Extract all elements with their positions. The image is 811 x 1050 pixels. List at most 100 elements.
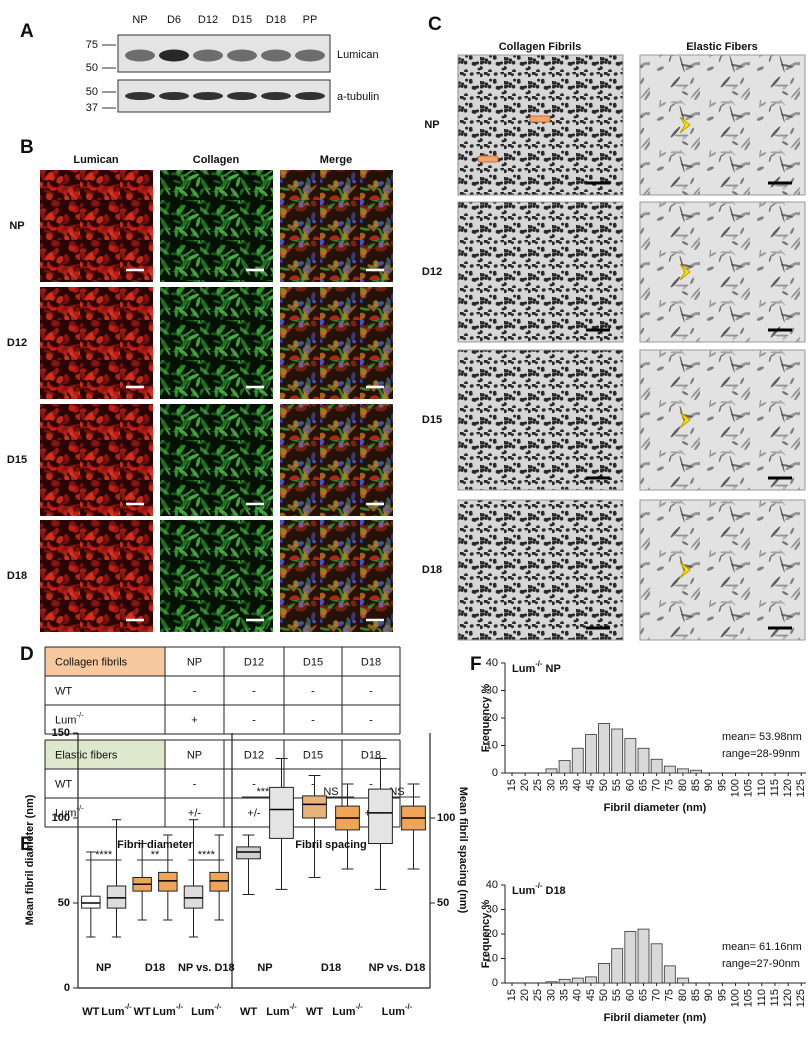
table-cell: D12 (244, 656, 264, 668)
y-axis-label: Frequency % (480, 900, 492, 969)
table-cell: - (252, 778, 256, 790)
y-tick-label: 40 (486, 879, 498, 891)
micrograph (457, 201, 624, 343)
panel-label: D (20, 644, 34, 665)
box (158, 871, 178, 892)
significance-label: **** (198, 849, 216, 861)
x-tick-label: 115 (769, 779, 781, 797)
table-cell: - (369, 778, 373, 790)
x-tick-label: 105 (743, 989, 755, 1007)
table-cell: NP (187, 656, 202, 668)
annotation: range=28-99nm (722, 748, 800, 760)
table-cell: - (311, 685, 315, 697)
arrowhead (679, 116, 691, 134)
bar (637, 928, 650, 984)
row-label: D12 (7, 337, 27, 349)
micrograph (639, 349, 806, 491)
x-tick-label: Lum-/- (191, 1002, 222, 1018)
text-base: Lum (101, 1006, 124, 1018)
x-tick-label: WT (134, 1006, 151, 1018)
micrograph (40, 520, 153, 632)
lane-label: PP (303, 14, 318, 26)
x-tick-label: Lum-/- (332, 1002, 363, 1018)
x-tick-label: 65 (637, 989, 649, 1001)
lane-label: D12 (198, 14, 218, 26)
table-cell: WT (55, 778, 72, 790)
table-cell: D18 (361, 656, 381, 668)
bar (637, 747, 650, 774)
bar (545, 981, 558, 984)
bar (545, 768, 558, 774)
significance-label: NS (389, 786, 404, 798)
text-base: Lum (191, 1006, 214, 1018)
box (269, 786, 294, 839)
y2-axis-label: Mean fibril spacing (nm) (457, 787, 469, 914)
protein-label: Lumican (337, 49, 379, 61)
significance-label: NS (323, 786, 338, 798)
annotation: mean= 53.98nm (722, 731, 802, 743)
y-tick-label: 150 (52, 727, 70, 739)
panel-label: E (20, 834, 33, 855)
text-superscript: -/- (124, 1002, 132, 1011)
text-superscript: -/- (405, 1002, 413, 1011)
column-title: Elastic Fibers (686, 41, 758, 53)
bar (558, 978, 571, 984)
bar (650, 943, 663, 984)
x-tick-label: 30 (545, 779, 557, 791)
x-tick-label: 25 (532, 989, 544, 1001)
header-cell (45, 740, 165, 769)
y-tick-label: 20 (486, 928, 498, 940)
text-suffix: NP (546, 663, 561, 675)
x-tick-label: 30 (545, 989, 557, 1001)
text-base: Lum (153, 1006, 176, 1018)
micrograph (40, 287, 153, 399)
text-superscript: -/- (176, 1002, 184, 1011)
x-tick-label: 120 (782, 989, 794, 1007)
blot-band (261, 49, 291, 62)
table-cell: D15 (303, 656, 323, 668)
protein-label: a-tubulin (337, 91, 379, 103)
bar (663, 965, 676, 984)
group-label: NP vs. D18 (178, 962, 235, 974)
y2-tick-label: 100 (437, 812, 455, 824)
text-superscript: -/- (535, 659, 543, 668)
table-cell: Lum-/- (55, 711, 84, 727)
annotation: range=27-90nm (722, 958, 800, 970)
marker-label: 37 (86, 102, 98, 114)
table-cell: NP (187, 749, 202, 761)
arrowhead (679, 411, 691, 429)
table-cell: Lum-/- (55, 804, 84, 820)
text-superscript: -/- (355, 1002, 363, 1011)
y-tick-label: 0 (64, 982, 70, 994)
row-label: D18 (7, 570, 27, 582)
text-superscript: -/- (289, 1002, 297, 1011)
table-cell: - (369, 714, 373, 726)
arrow-marker (477, 155, 499, 163)
y-tick-label: 20 (486, 712, 498, 724)
table-cell: D15 (303, 749, 323, 761)
lane-label: NP (132, 14, 147, 26)
x-tick-label: Lum-/- (266, 1002, 297, 1018)
table-cell: - (252, 685, 256, 697)
chart-title: Lum-/- D18 (512, 881, 566, 897)
text-base: Lum (512, 885, 535, 897)
y-axis-label: Frequency % (480, 684, 492, 753)
annotation: mean= 61.16nm (722, 941, 802, 953)
x-tick-label: 95 (716, 989, 728, 1001)
text-base: Lum (332, 1006, 355, 1018)
blot-band (159, 92, 189, 100)
bar (624, 738, 637, 774)
micrograph (280, 404, 393, 516)
blot-band (295, 49, 325, 62)
x-tick-label: Lum-/- (101, 1002, 132, 1018)
arrowhead (679, 561, 691, 579)
x-tick-label: 105 (743, 779, 755, 797)
row-label: NP (9, 220, 24, 232)
x-tick-label: 125 (795, 779, 807, 797)
bar (585, 734, 597, 774)
x-tick-label: 65 (637, 779, 649, 791)
row-label: D15 (7, 454, 27, 466)
y-tick-label: 100 (52, 812, 70, 824)
panel-label: B (20, 137, 34, 158)
